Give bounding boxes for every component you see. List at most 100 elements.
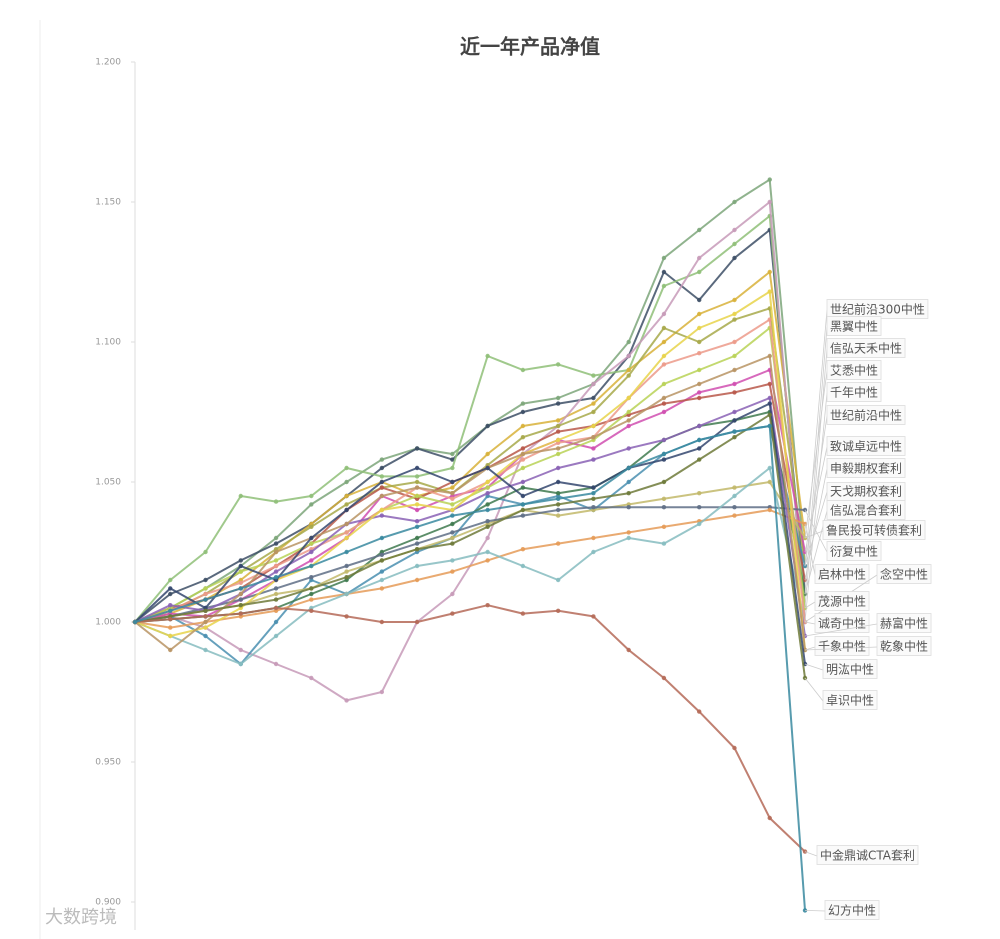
- data-point: [555, 423, 561, 429]
- legend-label: 衍复中性: [830, 544, 878, 559]
- data-point: [238, 586, 243, 591]
- data-point: [273, 586, 279, 591]
- data-point: [661, 409, 667, 415]
- data-point: [414, 446, 420, 451]
- series-line: [134, 425, 806, 665]
- series: [132, 213, 808, 625]
- data-point: [591, 409, 596, 415]
- data-point: [273, 633, 279, 639]
- legend-label: 茂源中性: [818, 594, 866, 609]
- data-point: [626, 418, 631, 423]
- data-point: [555, 507, 561, 513]
- legend-label: 中金鼎诚CTA套利: [820, 848, 915, 863]
- data-point: [379, 619, 385, 625]
- legend-label: 卓识中性: [826, 693, 874, 708]
- data-point: [485, 524, 490, 529]
- data-point: [168, 591, 173, 597]
- label-connector: [804, 677, 824, 702]
- label-connector: [804, 910, 826, 912]
- label-connector: [804, 663, 824, 671]
- data-point: [555, 479, 561, 485]
- data-point: [697, 505, 702, 510]
- data-point: [732, 418, 737, 423]
- data-point: [555, 541, 561, 546]
- data-point: [626, 505, 631, 510]
- data-point: [203, 597, 208, 602]
- data-point: [555, 429, 561, 434]
- data-point: [591, 457, 596, 462]
- data-point: [591, 549, 596, 555]
- legend-label: 赫富中性: [880, 616, 928, 631]
- legend-box: [816, 845, 919, 865]
- data-point: [450, 591, 455, 597]
- data-point: [520, 465, 526, 471]
- data-point: [732, 255, 737, 261]
- label-connector: [804, 646, 878, 651]
- data-point: [555, 437, 561, 443]
- data-point: [661, 451, 667, 457]
- data-point: [626, 647, 631, 653]
- data-point: [767, 401, 772, 406]
- data-point: [450, 479, 455, 485]
- data-point: [520, 409, 526, 415]
- data-point: [732, 311, 737, 317]
- data-point: [309, 591, 314, 597]
- y-tick-label: 0.950: [95, 758, 121, 768]
- label-connector: [804, 646, 816, 651]
- data-point: [697, 227, 702, 233]
- data-point: [344, 535, 349, 541]
- data-point: [591, 401, 596, 406]
- data-point: [273, 558, 279, 563]
- data-point: [767, 479, 772, 485]
- data-point: [661, 496, 667, 501]
- data-point: [203, 591, 208, 597]
- data-point: [309, 608, 314, 613]
- legend-box: [826, 382, 882, 402]
- data-point: [626, 409, 631, 415]
- data-point: [591, 435, 596, 440]
- legend-box: [822, 690, 878, 710]
- data-point: [732, 297, 737, 303]
- data-point: [344, 698, 349, 703]
- data-point: [238, 569, 243, 574]
- legend-label: 黑翼中性: [830, 319, 878, 334]
- data-point: [520, 507, 526, 513]
- data-point: [203, 586, 208, 591]
- label-connector: [804, 370, 828, 539]
- series: [132, 381, 808, 625]
- label-connector: [804, 468, 828, 581]
- data-point: [661, 269, 667, 275]
- data-point: [520, 367, 526, 373]
- legend-box: [876, 613, 932, 633]
- data-point: [661, 311, 667, 317]
- data-point: [344, 502, 349, 507]
- data-point: [591, 505, 596, 510]
- data-point: [238, 558, 243, 563]
- data-point: [626, 535, 631, 541]
- data-point: [273, 563, 279, 569]
- data-point: [168, 633, 173, 639]
- data-point: [767, 177, 772, 182]
- data-point: [732, 745, 737, 751]
- data-point: [697, 339, 702, 345]
- data-point: [309, 558, 314, 563]
- legend-box: [822, 659, 878, 679]
- data-point: [485, 507, 490, 513]
- data-point: [379, 507, 385, 513]
- data-point: [344, 465, 349, 471]
- data-point: [626, 395, 631, 401]
- data-point: [767, 395, 772, 401]
- legend-box: [822, 520, 926, 540]
- data-point: [238, 597, 243, 602]
- legend-box: [826, 436, 906, 456]
- data-point: [485, 535, 490, 541]
- data-point: [414, 619, 420, 625]
- data-point: [203, 549, 208, 555]
- data-point: [450, 507, 455, 513]
- data-point: [309, 597, 314, 602]
- data-point: [379, 513, 385, 518]
- data-point: [450, 457, 455, 462]
- data-point: [591, 614, 596, 619]
- legend-label: 启林中性: [818, 567, 866, 582]
- data-point: [203, 633, 208, 639]
